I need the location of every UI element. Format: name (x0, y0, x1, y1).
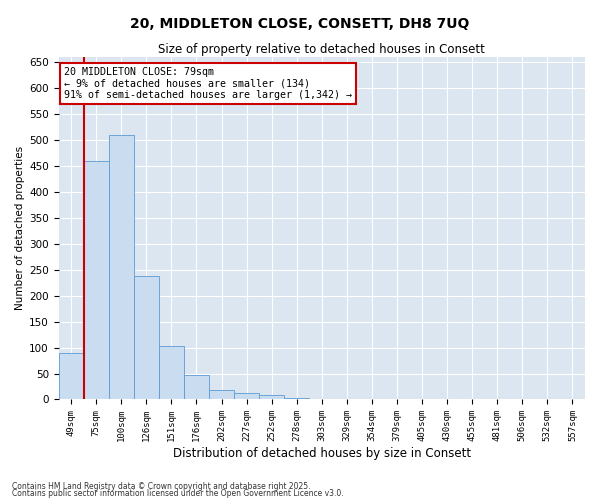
Bar (284, 398, 309, 400)
Bar (134, 276, 159, 400)
Text: 20 MIDDLETON CLOSE: 79sqm
← 9% of detached houses are smaller (134)
91% of semi-: 20 MIDDLETON CLOSE: 79sqm ← 9% of detach… (64, 67, 352, 100)
Text: Contains public sector information licensed under the Open Government Licence v3: Contains public sector information licen… (12, 489, 344, 498)
Bar (234, 392, 259, 400)
Bar (259, 396, 284, 400)
Title: Size of property relative to detached houses in Consett: Size of property relative to detached ho… (158, 42, 485, 56)
Bar (109, 134, 134, 400)
Y-axis label: Number of detached properties: Number of detached properties (15, 146, 25, 310)
Text: 20, MIDDLETON CLOSE, CONSETT, DH8 7UQ: 20, MIDDLETON CLOSE, CONSETT, DH8 7UQ (130, 18, 470, 32)
Text: Contains HM Land Registry data © Crown copyright and database right 2025.: Contains HM Land Registry data © Crown c… (12, 482, 311, 491)
Bar (84, 160, 109, 400)
Bar (209, 390, 234, 400)
X-axis label: Distribution of detached houses by size in Consett: Distribution of detached houses by size … (173, 447, 471, 460)
Bar (184, 375, 209, 400)
Bar (59, 352, 84, 400)
Bar (159, 346, 184, 400)
